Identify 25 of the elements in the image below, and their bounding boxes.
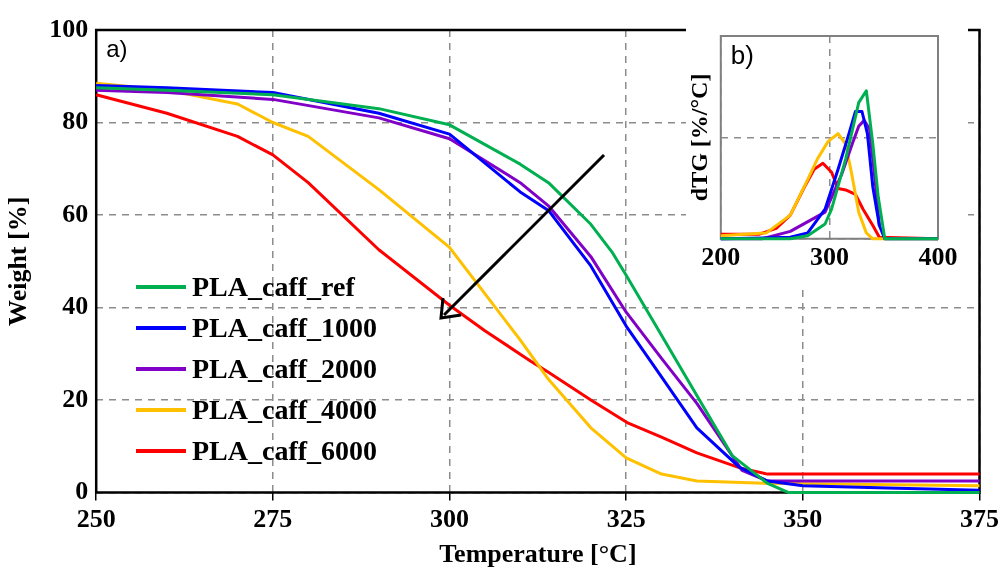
- x-tick-label: 300: [809, 242, 849, 272]
- legend-label: PLA_caff_ref: [192, 270, 355, 304]
- annotation: a): [106, 34, 128, 62]
- annotation: b): [730, 40, 754, 71]
- y-tick-label: 60: [62, 198, 89, 228]
- x-tick-label: 325: [606, 503, 646, 533]
- y-axis-title: dTG [%/°C]: [685, 73, 712, 202]
- legend-label: PLA_caff_6000: [192, 434, 378, 468]
- y-tick-label: 0: [75, 476, 89, 506]
- x-tick-label: 275: [253, 503, 293, 533]
- x-tick-label: 300: [430, 503, 470, 533]
- legend-label: PLA_caff_4000: [192, 393, 378, 427]
- y-axis-title: Weight [%]: [3, 196, 33, 326]
- x-axis-title: Temperature [°C]: [439, 539, 637, 569]
- y-tick-label: 40: [62, 291, 89, 321]
- x-tick-label: 400: [918, 242, 958, 272]
- legend-label: PLA_caff_2000: [192, 352, 378, 386]
- legend-label: PLA_caff_1000: [192, 311, 378, 345]
- x-tick-label: 200: [701, 242, 741, 272]
- y-tick-label: 80: [62, 106, 89, 136]
- x-tick-label: 375: [960, 503, 999, 533]
- y-tick-label: 20: [62, 383, 89, 413]
- x-tick-label: 350: [783, 503, 823, 533]
- x-tick-label: 250: [76, 503, 116, 533]
- y-tick-label: 100: [49, 13, 89, 43]
